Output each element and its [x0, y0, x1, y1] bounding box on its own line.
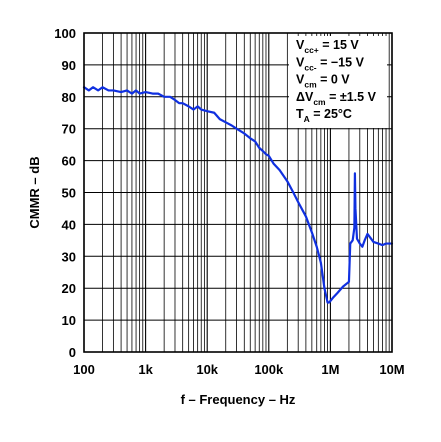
plot-frame [83, 32, 393, 353]
y-tick-label: 80 [62, 90, 76, 105]
annotation-symbol: V [296, 55, 305, 69]
x-tick-label: 100 [73, 362, 95, 377]
y-tick-label: 10 [62, 313, 76, 328]
y-tick-label: 0 [69, 345, 76, 360]
annotation-value: = 15 V [319, 38, 360, 52]
x-tick-label: 10k [196, 362, 218, 377]
y-tick-label: 60 [62, 154, 76, 169]
annotation-line: TA = 25°C [296, 107, 352, 124]
annotation-value: = 25°C [310, 107, 352, 121]
annotation-value: = −15 V [317, 55, 365, 69]
annotation-symbol: V [296, 38, 305, 52]
annotation-symbol: T [296, 107, 304, 121]
annotation-line: Vcc+ = 15 V [296, 38, 359, 55]
annotation-subscript: cc+ [304, 45, 318, 55]
annotation-subscript: A [304, 114, 310, 124]
annotation-line: Vcm = 0 V [296, 73, 350, 90]
annotation-subscript: cm [313, 97, 326, 107]
annotation-subscript: cc- [304, 62, 316, 72]
x-tick-label: 10M [379, 362, 404, 377]
annotation-background [289, 36, 387, 128]
x-tick-label: 1k [138, 362, 153, 377]
y-axis-ticks: 0 10 20 30 40 50 60 70 80 90 100 [54, 26, 76, 360]
annotation-line: ΔVcm = ±1.5 V [296, 90, 377, 107]
y-tick-label: 70 [62, 122, 76, 137]
x-tick-label: 1M [321, 362, 339, 377]
y-tick-label: 30 [62, 249, 76, 264]
y-tick-label: 90 [62, 58, 76, 73]
annotation-value: = 0 V [317, 73, 351, 87]
x-tick-label: 100k [254, 362, 284, 377]
y-axis-label: CMMR – dB [27, 156, 42, 228]
annotation-line: Vcc- = −15 V [296, 55, 365, 72]
x-axis-ticks: 100 1k 10k 100k 1M 10M [73, 362, 405, 377]
y-tick-label: 40 [62, 217, 76, 232]
y-tick-label: 50 [62, 186, 76, 201]
x-axis-label: f – Frequency – Hz [181, 392, 296, 407]
annotation-symbol: V [296, 73, 305, 87]
cmrr-series-line [82, 86, 394, 304]
y-tick-label: 100 [54, 26, 76, 41]
annotation-subscript: cm [304, 80, 317, 90]
y-tick-label: 20 [62, 281, 76, 296]
annotation-symbol: ΔV [296, 90, 314, 104]
annotation-value: = ±1.5 V [326, 90, 377, 104]
